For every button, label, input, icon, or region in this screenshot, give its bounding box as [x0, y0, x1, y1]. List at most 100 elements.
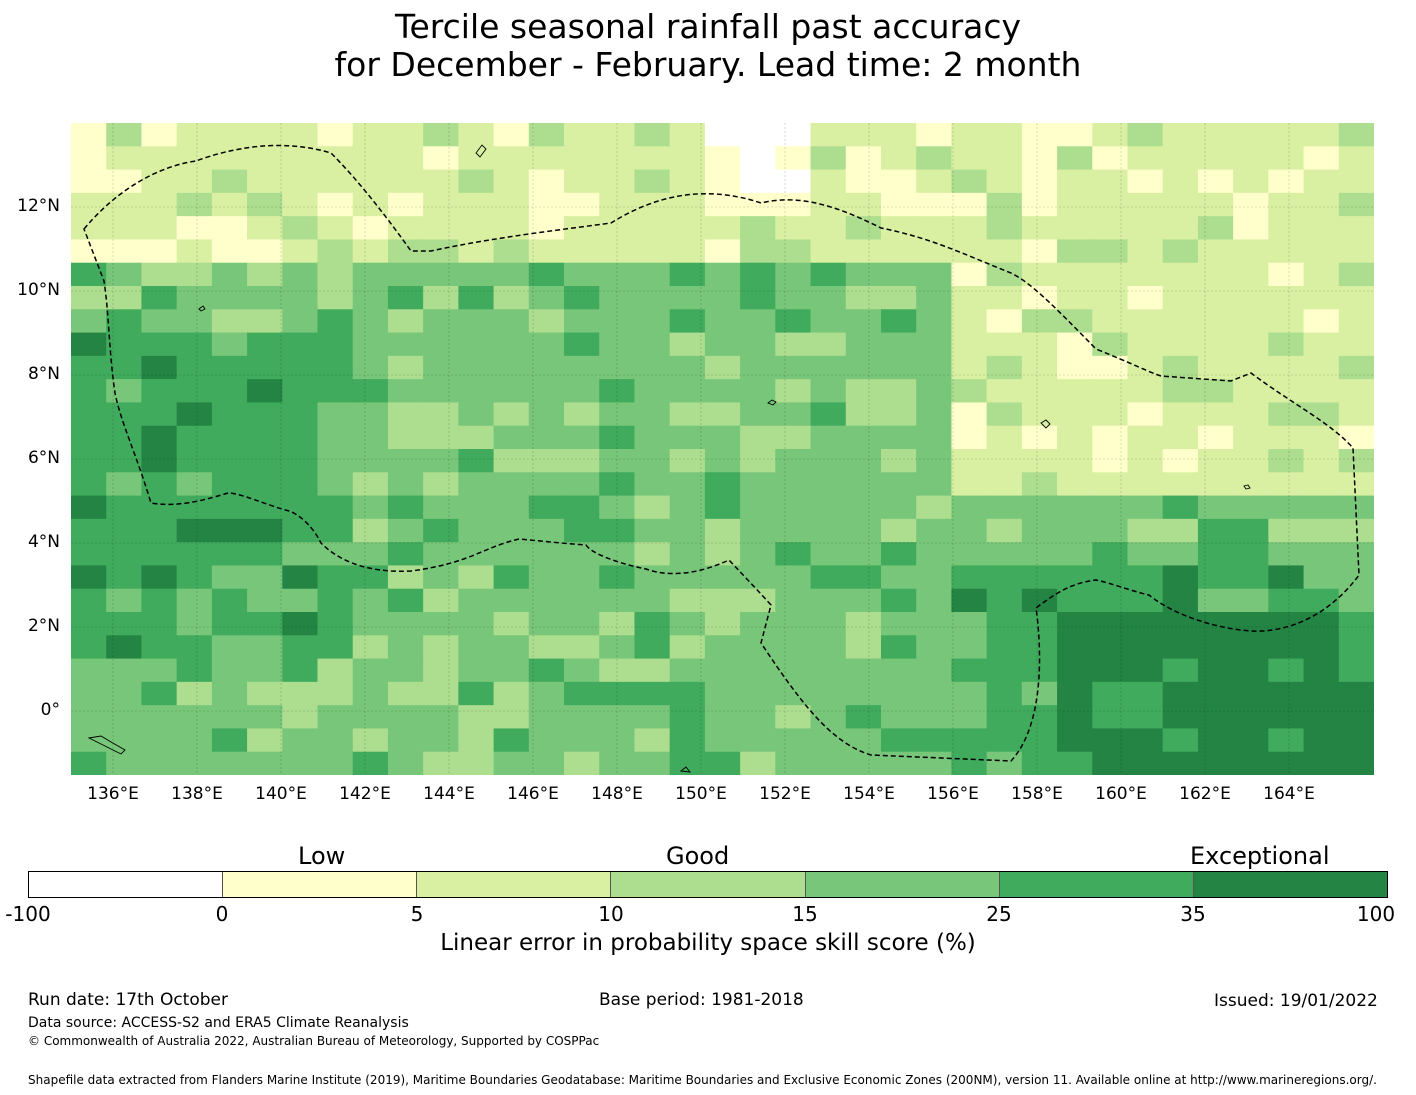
skill-cell [880, 728, 917, 753]
skill-cell [317, 751, 354, 775]
skill-cell [247, 728, 283, 753]
skill-cell [1057, 169, 1093, 194]
skill-cell [282, 402, 319, 427]
skill-cell [634, 123, 671, 147]
skill-cell [528, 286, 565, 310]
skill-cell [986, 728, 1023, 753]
skill-cell [1092, 332, 1129, 357]
skill-cell [141, 542, 178, 567]
skill-cell [951, 728, 988, 753]
colorbar [28, 871, 1388, 898]
skill-cell [141, 658, 178, 683]
skill-cell [916, 123, 953, 147]
skill-cell [1338, 449, 1374, 473]
skill-cell [458, 379, 495, 404]
skill-cell [247, 216, 283, 241]
skill-cell [493, 472, 530, 497]
skill-cell [1092, 262, 1129, 287]
skill-cell [1057, 518, 1093, 543]
skill-cell [247, 518, 283, 543]
skill-cell [986, 588, 1023, 613]
skill-cell [1021, 239, 1058, 264]
skill-cell [106, 355, 143, 380]
skill-cell [1268, 425, 1305, 450]
skill-cell [704, 588, 741, 613]
skill-cell [634, 565, 671, 590]
skill-cell [916, 635, 953, 660]
skill-cell [1338, 425, 1374, 450]
skill-cell [599, 286, 636, 310]
skill-cell [282, 588, 319, 613]
skill-cell [1057, 588, 1093, 613]
skill-cell [810, 612, 847, 636]
skill-cell [176, 728, 213, 753]
skill-cell [176, 169, 213, 194]
skill-cell [1268, 123, 1305, 147]
skill-cell [387, 262, 424, 287]
lat-label: 6°N [27, 448, 60, 468]
skill-cell [247, 146, 283, 171]
skill-cell [317, 169, 354, 194]
skill-cell [387, 239, 424, 264]
skill-cell [634, 588, 671, 613]
skill-cell [564, 635, 600, 660]
skill-cell [387, 123, 424, 147]
skill-cell [775, 192, 812, 217]
skill-cell [176, 518, 213, 543]
skill-cell [141, 518, 178, 543]
skill-cell [352, 565, 389, 590]
skill-cell [317, 146, 354, 171]
skill-cell [740, 169, 776, 194]
skill-cell [71, 332, 107, 357]
skill-cell [1197, 216, 1234, 241]
skill-cell [1021, 751, 1058, 775]
skill-cell [247, 542, 283, 567]
skill-cell [704, 402, 741, 427]
skill-cell [1127, 402, 1164, 427]
skill-cell [317, 332, 354, 357]
skill-cell [1233, 565, 1269, 590]
skill-cell [1303, 472, 1340, 497]
skill-cell [1021, 542, 1058, 567]
skill-cell [1338, 146, 1374, 171]
skill-cell [916, 518, 953, 543]
skill-cell [458, 728, 495, 753]
skill-cell [810, 402, 847, 427]
skill-cell [986, 239, 1023, 264]
skill-cell [740, 239, 776, 264]
skill-cell [1127, 728, 1164, 753]
skill-cell [740, 681, 776, 706]
skill-cell [387, 449, 424, 473]
skill-cell [951, 705, 988, 730]
skill-cell [141, 449, 178, 473]
skill-cell [176, 425, 213, 450]
skill-cell [282, 681, 319, 706]
skill-cell [211, 425, 248, 450]
skill-cell [916, 612, 953, 636]
skill-cell [247, 355, 283, 380]
skill-cell [951, 425, 988, 450]
skill-cell [317, 123, 354, 147]
skill-cell [141, 402, 178, 427]
skill-cell [282, 495, 319, 520]
skill-cell [564, 309, 600, 334]
skill-cell [951, 309, 988, 334]
skill-cell [176, 332, 213, 357]
skill-cell [916, 402, 953, 427]
skill-cell [352, 146, 389, 171]
copyright: © Commonwealth of Australia 2022, Austra… [28, 1034, 600, 1048]
skill-cell [704, 332, 741, 357]
skill-cell [211, 309, 248, 334]
skill-cell [1127, 332, 1164, 357]
skill-cell [986, 192, 1023, 217]
skill-cell [916, 216, 953, 241]
skill-cell [564, 658, 600, 683]
skill-cell [986, 681, 1023, 706]
skill-cell [986, 425, 1023, 450]
skill-cell [1092, 705, 1129, 730]
skill-cell [634, 518, 671, 543]
skill-cell [176, 565, 213, 590]
skill-cell [1057, 751, 1093, 775]
skill-cell [916, 309, 953, 334]
skill-cell [458, 705, 495, 730]
